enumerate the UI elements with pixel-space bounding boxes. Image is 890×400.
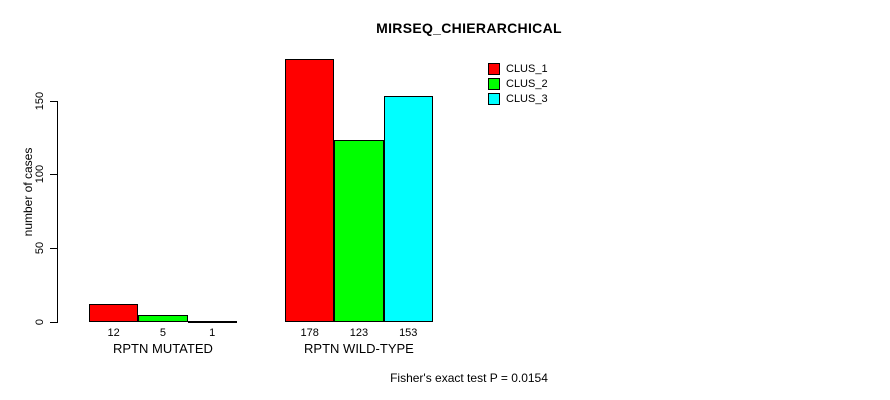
category-label: RPTN WILD-TYPE [304,341,414,356]
legend-item: CLUS_3 [488,91,548,106]
bar [138,314,188,322]
bar-value-label: 1 [209,327,216,339]
bar [383,96,433,322]
y-tick [50,248,57,250]
legend-swatch [488,92,500,105]
bar-value-label: 153 [399,327,418,339]
bar [334,140,384,322]
y-tick [50,174,57,176]
bar [187,320,237,323]
legend-swatch [488,77,500,90]
y-tick-label: 0 [34,318,46,326]
bar-value-label: 178 [300,327,319,339]
bar-value-label: 5 [159,327,166,339]
legend-swatch [488,62,500,75]
bar-value-label: 12 [107,327,120,339]
legend-item: CLUS_2 [488,76,548,91]
legend-label: CLUS_3 [506,92,548,105]
bar [285,59,335,322]
chart-title: MIRSEQ_CHIERARCHICAL [376,20,562,36]
bar-value-label: 123 [349,327,369,339]
legend: CLUS_1 CLUS_2 CLUS_3 [488,61,548,106]
legend-label: CLUS_1 [506,62,548,75]
y-tick [50,322,57,323]
y-tick [50,100,57,102]
legend-item: CLUS_1 [488,61,548,76]
category-label: RPTN MUTATED [112,341,213,356]
bar [89,304,139,322]
y-tick-label: 50 [34,242,46,255]
y-tick-label: 100 [34,165,46,184]
footer-stat: Fisher's exact test P = 0.0154 [390,371,548,385]
legend-label: CLUS_2 [506,77,548,90]
y-tick-label: 150 [34,91,46,110]
y-axis-line [57,100,58,323]
